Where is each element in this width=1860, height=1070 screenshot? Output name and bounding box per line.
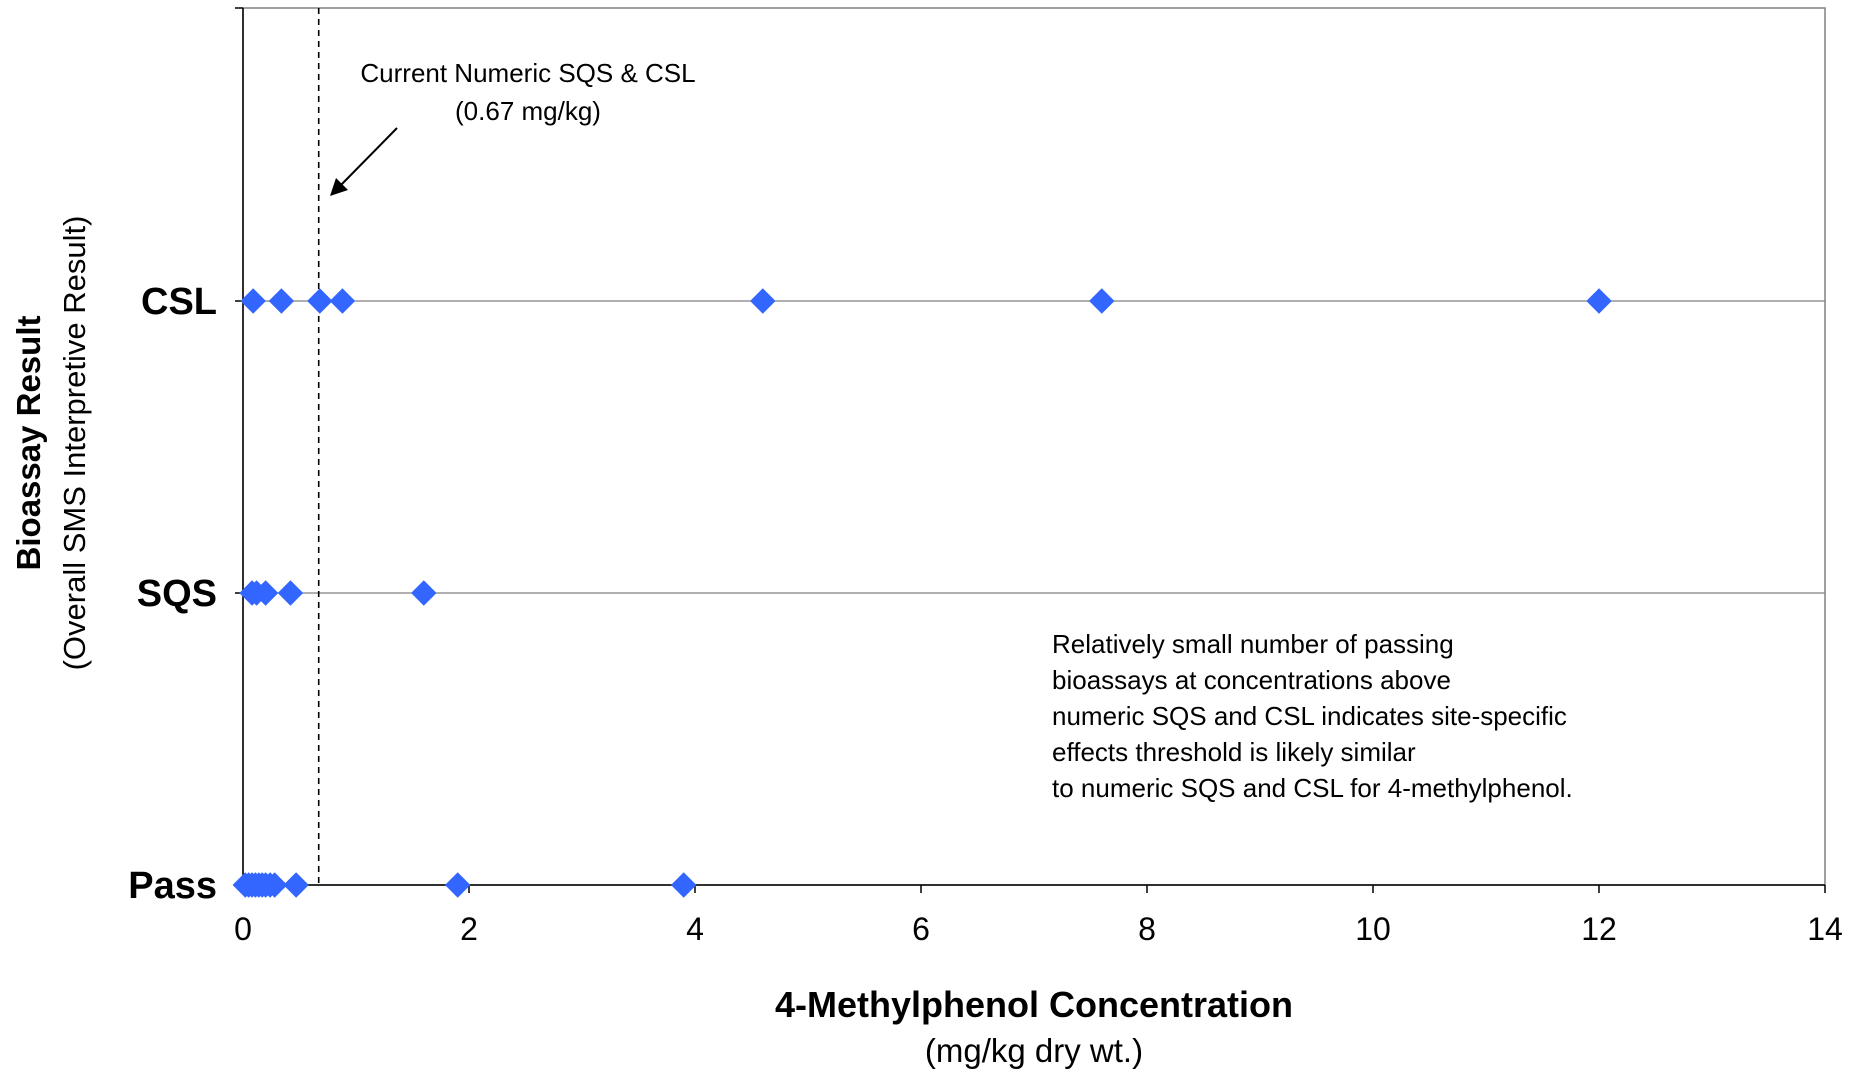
point-pass-11 — [670, 872, 697, 898]
category-label-csl: CSL — [141, 281, 217, 323]
reference-label-line1: Current Numeric SQS & CSL — [360, 58, 695, 88]
point-pass-9 — [283, 872, 309, 898]
category-label-pass: Pass — [128, 865, 217, 907]
arrow-icon — [330, 127, 398, 196]
x-tick-label-10: 10 — [1355, 911, 1391, 947]
x-tick-label-0: 0 — [234, 911, 252, 947]
point-sqs-4 — [411, 580, 437, 606]
point-sqs-3 — [277, 580, 304, 606]
point-csl-4 — [750, 288, 776, 314]
annotation-block: Relatively small number of passing bioas… — [1052, 629, 1573, 803]
reference-label-line2: (0.67 mg/kg) — [455, 96, 601, 126]
axes — [242, 8, 1825, 886]
x-tick-label-8: 8 — [1138, 911, 1156, 947]
x-axis-title: 4-Methylphenol Concentration — [775, 984, 1293, 1025]
point-sqs-2 — [252, 580, 279, 606]
point-csl-2 — [307, 288, 333, 314]
x-tick-label-12: 12 — [1581, 911, 1617, 947]
annotation-line-3: numeric SQS and CSL indicates site-speci… — [1052, 701, 1567, 731]
annotation-line-5: to numeric SQS and CSL for 4-methylpheno… — [1052, 773, 1573, 803]
point-csl-0 — [240, 288, 266, 314]
data-points — [232, 288, 1612, 898]
point-pass-8 — [261, 872, 288, 898]
plot-area — [242, 7, 1826, 886]
x-axis-units: (mg/kg dry wt.) — [925, 1032, 1143, 1069]
point-csl-3 — [329, 288, 356, 314]
x-tick-label-14: 14 — [1807, 911, 1843, 947]
y-axis-category-labels: Pass SQS CSL — [128, 281, 217, 907]
category-label-sqs: SQS — [137, 573, 217, 615]
x-tick-label-4: 4 — [686, 911, 704, 947]
annotation-line-4: effects threshold is likely similar — [1052, 737, 1416, 767]
point-pass-10 — [444, 872, 471, 898]
point-csl-1 — [268, 288, 295, 314]
point-csl-5 — [1089, 288, 1115, 314]
y-axis-title: Bioassay Result — [10, 316, 47, 571]
annotation-line-2: bioassays at concentrations above — [1052, 665, 1451, 695]
y-axis-subtitle: (Overall SMS Interpretive Result) — [57, 216, 92, 671]
point-csl-6 — [1586, 288, 1612, 314]
annotation-line-1: Relatively small number of passing — [1052, 629, 1454, 659]
x-tick-label-2: 2 — [460, 911, 478, 947]
x-axis-ticks: 0 2 4 6 8 10 12 14 — [234, 7, 1843, 947]
x-tick-label-6: 6 — [912, 911, 930, 947]
category-gridlines — [243, 300, 1825, 594]
